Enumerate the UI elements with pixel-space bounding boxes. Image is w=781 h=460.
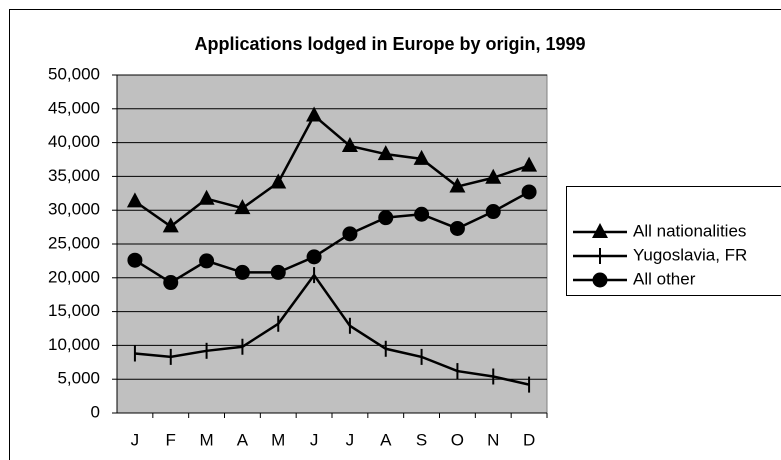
y-tick-label: 0 (91, 402, 100, 421)
legend-label: All nationalities (633, 221, 746, 240)
marker (234, 199, 251, 215)
x-tick-label: A (237, 430, 249, 449)
marker (199, 253, 215, 269)
marker (521, 156, 538, 172)
marker (162, 217, 179, 233)
y-tick-label: 15,000 (48, 301, 100, 320)
legend-label: Yugoslavia, FR (633, 245, 747, 264)
marker (377, 145, 394, 161)
marker (449, 220, 465, 236)
marker (126, 192, 143, 208)
chart-title: Applications lodged in Europe by origin,… (194, 34, 585, 54)
marker (378, 210, 394, 226)
marker (163, 275, 179, 291)
x-tick-label: A (380, 430, 392, 449)
y-tick-label: 5,000 (57, 369, 100, 388)
series-line (134, 272, 530, 386)
x-tick-label: N (487, 430, 499, 449)
marker (306, 249, 322, 265)
marker (342, 226, 358, 242)
x-tick-label: D (523, 430, 535, 449)
y-tick-label: 45,000 (48, 98, 100, 117)
x-tick-label: M (271, 430, 285, 449)
y-tick-label: 25,000 (48, 233, 100, 252)
marker (449, 177, 466, 193)
x-tick-label: O (451, 430, 464, 449)
marker (270, 173, 287, 189)
y-tick-label: 35,000 (48, 166, 100, 185)
marker (485, 204, 501, 220)
marker (341, 136, 358, 152)
x-tick-label: J (346, 430, 355, 449)
marker (413, 149, 430, 165)
x-tick-label: J (131, 430, 140, 449)
marker (270, 264, 286, 280)
marker (198, 189, 215, 205)
marker (521, 184, 537, 200)
y-tick-label: 20,000 (48, 267, 100, 286)
y-tick-label: 30,000 (48, 200, 100, 219)
marker (234, 264, 250, 280)
marker (414, 206, 430, 222)
y-tick-label: 10,000 (48, 335, 100, 354)
marker (306, 106, 323, 122)
marker (485, 168, 502, 184)
marker (592, 272, 608, 288)
y-tick-label: 40,000 (48, 132, 100, 151)
x-tick-label: F (166, 430, 176, 449)
marker (127, 252, 143, 268)
marker (592, 223, 608, 238)
x-tick-label: S (416, 430, 427, 449)
x-tick-label: M (199, 430, 213, 449)
x-tick-label: J (310, 430, 319, 449)
legend-label: All other (633, 269, 696, 288)
y-tick-label: 50,000 (48, 64, 100, 83)
